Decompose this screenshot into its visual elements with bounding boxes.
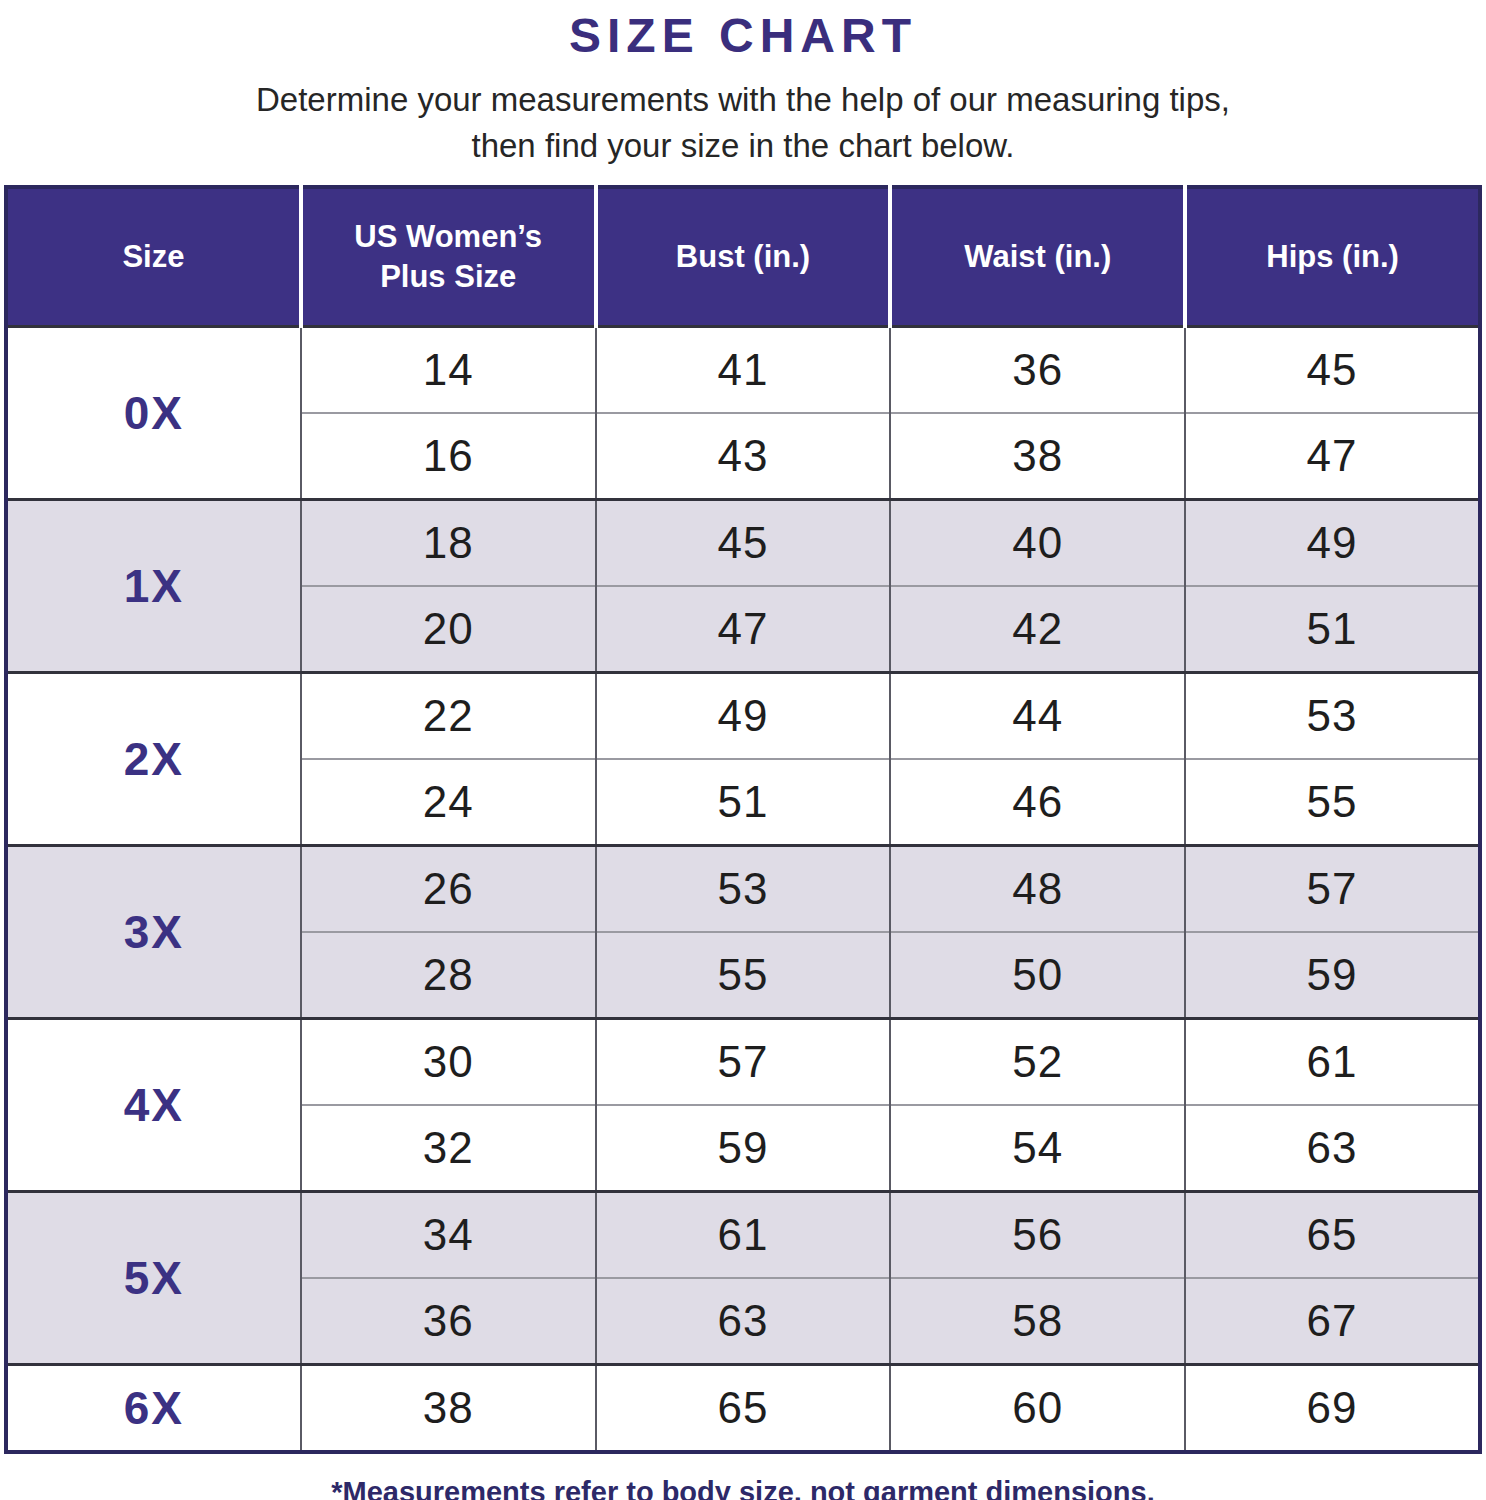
table-cell: 14: [301, 327, 596, 414]
subtitle-line-1: Determine your measurements with the hel…: [256, 81, 1230, 118]
table-cell: 51: [596, 759, 891, 846]
table-row: 2X 22 49 44 53: [6, 673, 1480, 760]
table-cell: 61: [596, 1192, 891, 1279]
table-cell: 52: [890, 1019, 1185, 1106]
size-chart-table: Size US Women’s Plus Size Bust (in.) Wai…: [4, 185, 1482, 1454]
table-cell: 43: [596, 413, 891, 500]
table-cell: 59: [596, 1105, 891, 1192]
header-hips: Hips (in.): [1185, 187, 1480, 327]
table-cell: 57: [596, 1019, 891, 1106]
table-cell: 36: [890, 327, 1185, 414]
table-cell: 61: [1185, 1019, 1480, 1106]
table-cell: 46: [890, 759, 1185, 846]
table-cell: 24: [301, 759, 596, 846]
table-cell: 58: [890, 1278, 1185, 1365]
table-cell: 57: [1185, 846, 1480, 933]
size-group-6x: 6X 38 65 60 69: [6, 1365, 1480, 1453]
table-cell: 56: [890, 1192, 1185, 1279]
size-group-4x: 4X 30 57 52 61 32 59 54 63: [6, 1019, 1480, 1192]
size-group-0x: 0X 14 41 36 45 16 43 38 47: [6, 327, 1480, 500]
table-cell: 50: [890, 932, 1185, 1019]
table-cell: 65: [1185, 1192, 1480, 1279]
table-cell: 65: [596, 1365, 891, 1453]
footnote: *Measurements refer to body size, not ga…: [0, 1476, 1486, 1500]
table-cell: 69: [1185, 1365, 1480, 1453]
table-cell: 63: [1185, 1105, 1480, 1192]
table-cell: 22: [301, 673, 596, 760]
table-cell: 55: [1185, 759, 1480, 846]
size-label-5x: 5X: [6, 1192, 301, 1365]
table-cell: 16: [301, 413, 596, 500]
size-label-3x: 3X: [6, 846, 301, 1019]
table-cell: 32: [301, 1105, 596, 1192]
subtitle: Determine your measurements with the hel…: [0, 77, 1486, 169]
table-row: 6X 38 65 60 69: [6, 1365, 1480, 1453]
table-row: 5X 34 61 56 65: [6, 1192, 1480, 1279]
table-cell: 38: [301, 1365, 596, 1453]
table-cell: 53: [1185, 673, 1480, 760]
size-group-1x: 1X 18 45 40 49 20 47 42 51: [6, 500, 1480, 673]
table-cell: 63: [596, 1278, 891, 1365]
table-cell: 18: [301, 500, 596, 587]
size-label-0x: 0X: [6, 327, 301, 500]
table-cell: 49: [1185, 500, 1480, 587]
table-cell: 41: [596, 327, 891, 414]
table-row: 3X 26 53 48 57: [6, 846, 1480, 933]
table-cell: 36: [301, 1278, 596, 1365]
table-cell: 38: [890, 413, 1185, 500]
size-label-2x: 2X: [6, 673, 301, 846]
table-header-row: Size US Women’s Plus Size Bust (in.) Wai…: [6, 187, 1480, 327]
table-cell: 60: [890, 1365, 1185, 1453]
header-plus-size: US Women’s Plus Size: [301, 187, 596, 327]
table-cell: 53: [596, 846, 891, 933]
size-label-6x: 6X: [6, 1365, 301, 1453]
table-cell: 45: [1185, 327, 1480, 414]
table-cell: 44: [890, 673, 1185, 760]
header-size: Size: [6, 187, 301, 327]
table-cell: 48: [890, 846, 1185, 933]
table-cell: 20: [301, 586, 596, 673]
page-title: SIZE CHART: [0, 0, 1486, 63]
table-row: 4X 30 57 52 61: [6, 1019, 1480, 1106]
size-label-1x: 1X: [6, 500, 301, 673]
table-cell: 45: [596, 500, 891, 587]
table-cell: 67: [1185, 1278, 1480, 1365]
table-cell: 47: [596, 586, 891, 673]
table-cell: 40: [890, 500, 1185, 587]
table-cell: 26: [301, 846, 596, 933]
table-cell: 28: [301, 932, 596, 1019]
table-cell: 55: [596, 932, 891, 1019]
header-waist: Waist (in.): [890, 187, 1185, 327]
size-group-2x: 2X 22 49 44 53 24 51 46 55: [6, 673, 1480, 846]
table-row: 1X 18 45 40 49: [6, 500, 1480, 587]
size-group-3x: 3X 26 53 48 57 28 55 50 59: [6, 846, 1480, 1019]
table-cell: 59: [1185, 932, 1480, 1019]
size-chart-page: SIZE CHART Determine your measurements w…: [0, 0, 1486, 1500]
subtitle-line-2: then find your size in the chart below.: [472, 127, 1015, 164]
table-cell: 54: [890, 1105, 1185, 1192]
size-label-4x: 4X: [6, 1019, 301, 1192]
table-cell: 47: [1185, 413, 1480, 500]
table-row: 0X 14 41 36 45: [6, 327, 1480, 414]
table-cell: 34: [301, 1192, 596, 1279]
table-cell: 30: [301, 1019, 596, 1106]
header-bust: Bust (in.): [596, 187, 891, 327]
size-group-5x: 5X 34 61 56 65 36 63 58 67: [6, 1192, 1480, 1365]
table-cell: 49: [596, 673, 891, 760]
table-cell: 51: [1185, 586, 1480, 673]
table-cell: 42: [890, 586, 1185, 673]
